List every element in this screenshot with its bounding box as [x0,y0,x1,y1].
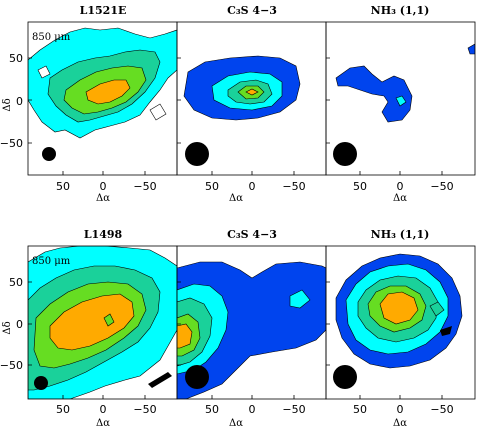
xtick-50: 50 [205,180,219,193]
row1-y-axis: 50 0 −50 Δδ [0,52,23,150]
xtick-50: 50 [353,180,367,193]
xtick-50: 50 [56,180,70,193]
xtick-50: 50 [56,403,70,416]
beam-marker [333,142,357,166]
x-axis-label: Δα [393,193,407,204]
panel-l1521e-nh3 [325,21,476,176]
xtick-minus50: −50 [282,403,305,416]
contour-level-5 [85,79,131,105]
xtick-minus50: −50 [133,403,156,416]
x-axis-label: Δα [229,193,243,204]
contour-level-5 [245,88,259,96]
contour-level-5 [177,323,193,349]
contour-level-1 [395,95,407,107]
contour-level-5 [49,293,135,351]
row2-x-axis: 50 0 −50 Δα 50 0 −50 Δα 50 0 −50 Δα [56,403,454,429]
x-axis-label: Δα [96,193,110,204]
beam-marker [185,142,209,166]
ytick-50: 50 [9,276,23,289]
ytick-0: 0 [16,95,23,108]
contour-level-5 [379,291,419,325]
xtick-0: 0 [249,180,256,193]
xtick-50: 50 [205,403,219,416]
beam-marker [185,365,209,389]
x-axis-label: Δα [96,418,110,429]
xtick-minus50: −50 [133,180,156,193]
ytick-0: 0 [16,318,23,331]
xtick-0: 0 [100,403,107,416]
xtick-0: 0 [397,180,404,193]
row2-y-axis: 50 0 −50 Δδ [0,276,23,372]
xtick-50: 50 [353,403,367,416]
panel-title-nh3-2: NH₃ (1,1) [371,228,430,241]
panel-l1498-c3s [176,245,327,400]
panel-l1521e-c3s [176,21,327,176]
panel-l1521e-dust: 850 μm [27,21,178,176]
xtick-0: 0 [100,180,107,193]
x-axis-label: Δα [393,418,407,429]
xtick-0: 0 [397,403,404,416]
xtick-minus50: −50 [282,180,305,193]
contour-level-2 [335,65,413,123]
xtick-minus50: −50 [430,180,453,193]
panel-title-nh3-1: NH₃ (1,1) [371,4,430,17]
y-axis-label: Δδ [2,321,13,334]
xtick-0: 0 [249,403,256,416]
beam-marker [42,147,56,161]
beam-marker [34,376,48,390]
panel-title-c3s-1: C₃S 4−3 [227,4,277,17]
band-label: 850 μm [32,256,71,267]
ytick-50: 50 [9,52,23,65]
band-label: 850 μm [32,32,71,43]
panel-title-l1521e: L1521E [80,4,127,17]
tick-marks [28,57,443,399]
panel-title-c3s-2: C₃S 4−3 [227,228,277,241]
ytick-minus50: −50 [0,359,23,372]
ytick-minus50: −50 [0,137,23,150]
panel-l1498-dust: 850 μm [27,245,178,400]
x-axis-label: Δα [229,418,243,429]
panel-l1498-nh3 [325,245,476,400]
row1-x-axis: 50 0 −50 Δα 50 0 −50 Δα 50 0 −50 Δα [56,180,454,204]
beam-marker [333,365,357,389]
panel-title-l1498: L1498 [84,228,123,241]
y-axis-label: Δδ [2,98,13,111]
xtick-minus50: −50 [430,403,453,416]
